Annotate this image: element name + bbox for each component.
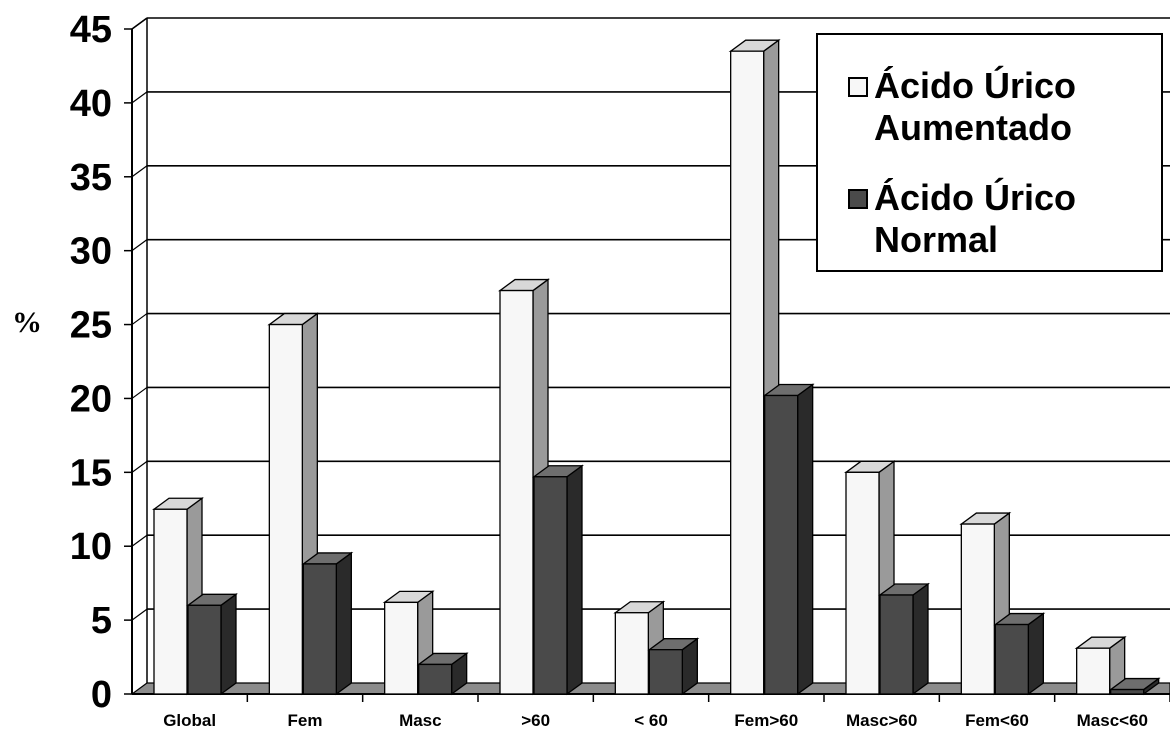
y-tick-label: 40 <box>70 83 112 125</box>
y-tick-label: 45 <box>70 9 112 51</box>
x-tick-label: Global <box>163 711 216 730</box>
bar-front <box>845 471 880 695</box>
grid-line-diagonal <box>131 608 148 621</box>
bar-aumentado <box>959 511 1012 696</box>
grid-line-diagonal <box>131 165 148 178</box>
x-tick-label: Masc<60 <box>1077 711 1148 730</box>
x-tick-label: Fem>60 <box>734 711 798 730</box>
bar-front <box>879 594 914 695</box>
bar-front <box>1076 647 1111 695</box>
bar-front <box>1110 688 1145 695</box>
bar-side <box>1027 612 1044 696</box>
bar-side <box>797 383 814 696</box>
bar-front <box>384 601 419 695</box>
legend: Ácido Úrico Aumentado Ácido Úrico Normal <box>816 33 1163 272</box>
x-tick-label: Masc>60 <box>846 711 917 730</box>
y-tick-label: 5 <box>91 600 112 642</box>
bar-front <box>730 50 765 695</box>
bar-normal <box>993 612 1046 696</box>
x-tick-label: < 60 <box>634 711 668 730</box>
legend-swatch-normal <box>848 189 868 209</box>
y-tick-label: 30 <box>70 231 112 273</box>
bar-aumentado <box>152 496 204 696</box>
grid-line-diagonal <box>131 386 148 399</box>
bar-front <box>499 289 534 695</box>
y-tick-label: 35 <box>70 157 112 199</box>
bar-side <box>220 593 237 696</box>
bar-front <box>153 508 188 695</box>
y-tick-label: 20 <box>70 378 112 420</box>
grid-line-diagonal <box>131 460 148 473</box>
bar-normal <box>532 464 584 696</box>
bar-aumentado <box>1074 635 1127 696</box>
bar-front <box>187 604 222 695</box>
grid-line-diagonal <box>131 91 148 104</box>
x-tick-label: Fem <box>288 711 323 730</box>
bar-normal <box>416 652 469 696</box>
bar-normal <box>647 637 700 696</box>
x-tick-label: Masc <box>399 711 442 730</box>
legend-item-aumentado: Ácido Úrico Aumentado <box>848 65 1134 149</box>
y-tick-labels: 0 5 10 15 20 25 30 35 40 45 <box>70 9 112 716</box>
bars <box>152 38 1161 696</box>
y-axis-label: % <box>12 306 42 339</box>
bar-normal <box>1108 677 1161 696</box>
x-tick-labels: Global Fem Masc >60 < 60 Fem>60 Masc>60 Fem<60 M… <box>163 711 1148 730</box>
bar-front <box>268 323 303 695</box>
y-axis-top <box>131 17 148 30</box>
bar-front <box>533 476 568 695</box>
legend-swatch-aumentado <box>848 77 868 97</box>
bar-front <box>614 612 649 695</box>
grid-line-diagonal <box>131 534 148 547</box>
bar-front <box>960 523 995 695</box>
y-tick-label: 25 <box>70 305 112 347</box>
bar-normal <box>762 383 815 696</box>
x-tick-label: Fem<60 <box>965 711 1029 730</box>
y-tick-label: 0 <box>91 674 112 716</box>
legend-item-normal: Ácido Úrico Normal <box>848 177 1134 261</box>
x-tick-label: >60 <box>521 711 550 730</box>
bar-front <box>302 563 337 695</box>
bar-normal <box>301 551 354 696</box>
y-tick-label: 10 <box>70 526 112 568</box>
bar-normal <box>186 593 238 696</box>
grid-line-diagonal <box>131 313 148 326</box>
y-tick-label: 15 <box>70 452 112 494</box>
bar-front <box>994 623 1029 695</box>
bar-front <box>418 663 453 695</box>
bar-side <box>566 464 583 696</box>
legend-label-aumentado: Ácido Úrico Aumentado <box>874 65 1077 148</box>
bar-front <box>648 649 683 695</box>
grid-line-diagonal <box>131 239 148 252</box>
legend-label-normal: Ácido Úrico Normal <box>874 177 1077 260</box>
bar-normal <box>878 582 930 696</box>
bar-side <box>912 582 929 696</box>
bar-front <box>764 394 799 695</box>
bar-side <box>335 551 352 696</box>
